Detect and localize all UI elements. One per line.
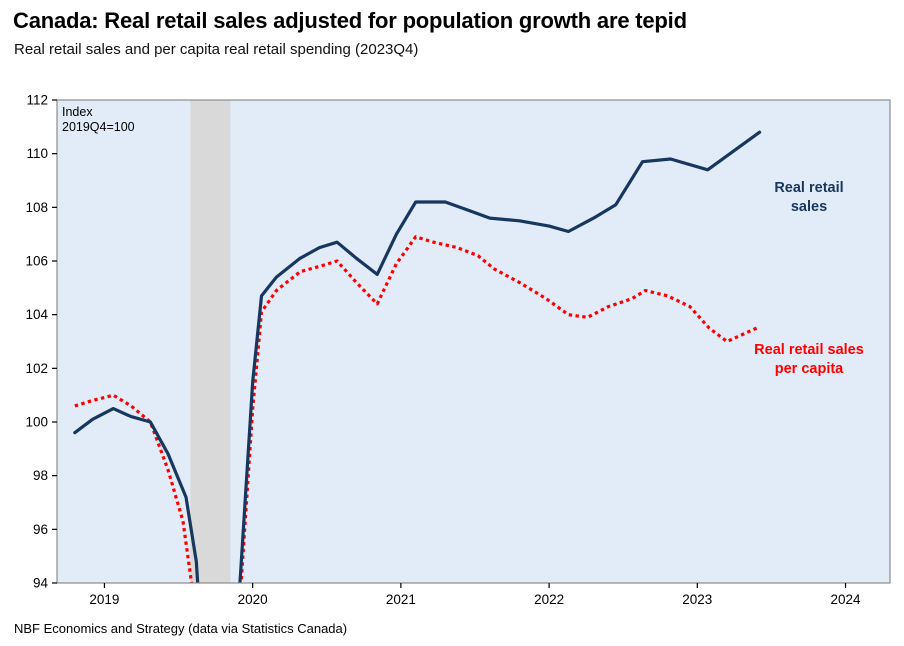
index-annotation-line2: 2019Q4=100	[62, 120, 135, 135]
series-label-real-retail-sales-per-capita: Real retail sales per capita	[754, 342, 864, 377]
y-tick-label: 96	[33, 522, 48, 537]
x-tick-label: 2020	[238, 592, 268, 607]
y-tick-label: 102	[25, 361, 48, 376]
y-tick-label: 100	[25, 415, 48, 430]
y-tick-label: 104	[25, 307, 48, 322]
recession-band	[190, 100, 231, 583]
chart-title: Canada: Real retail sales adjusted for p…	[13, 8, 687, 33]
x-tick-label: 2022	[534, 592, 564, 607]
series-line-sales	[73, 130, 762, 583]
chart-subtitle: Real retail sales and per capita real re…	[14, 41, 419, 58]
x-tick-label: 2024	[831, 592, 862, 607]
y-tick-label: 106	[25, 254, 48, 269]
x-tick-label: 2019	[89, 592, 119, 607]
y-tick-label: 98	[33, 468, 48, 483]
plot-border	[56, 99, 891, 584]
index-annotation-line1: Index	[62, 105, 93, 119]
y-tick-label: 94	[33, 576, 49, 591]
x-tick-label: 2023	[682, 592, 712, 607]
y-tick-label: 112	[26, 93, 48, 108]
source-note: NBF Economics and Strategy (data via Sta…	[14, 621, 348, 636]
series-label-real-retail-sales: Real retail sales	[774, 180, 844, 215]
index-unit-annotation: Index 2019Q4=100	[62, 105, 135, 136]
y-tick-label: 108	[25, 200, 48, 215]
x-tick-label: 2021	[386, 592, 416, 607]
series-line-per-capita	[74, 235, 758, 583]
y-tick-label: 110	[26, 146, 48, 161]
